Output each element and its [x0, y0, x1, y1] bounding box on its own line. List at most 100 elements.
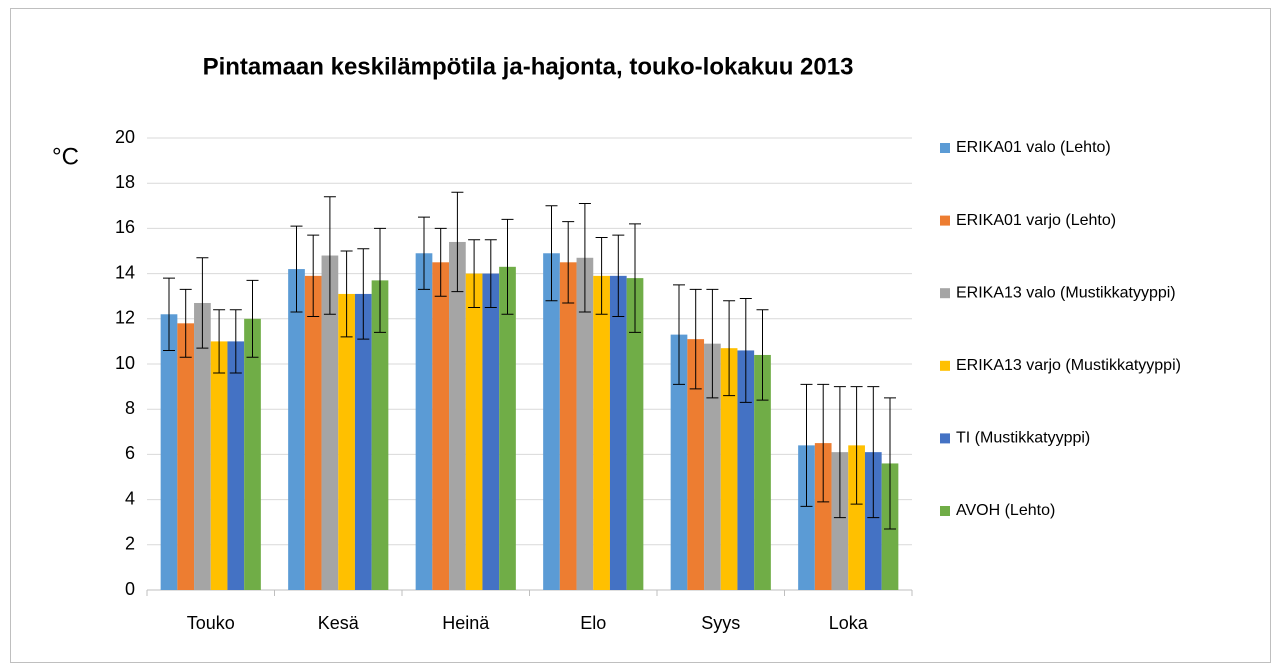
error-bar — [501, 218, 514, 315]
bar — [371, 280, 389, 590]
bar — [415, 253, 433, 590]
error-bar — [163, 277, 175, 351]
y-tick-label: 0 — [125, 579, 135, 599]
legend-swatch — [940, 215, 950, 226]
error-bar — [545, 205, 558, 302]
bar — [798, 445, 815, 590]
error-bar — [340, 250, 353, 338]
error-bar — [629, 223, 641, 333]
error-bar — [357, 248, 370, 340]
error-bar — [418, 216, 430, 290]
error-bar — [739, 297, 752, 403]
error-bar — [689, 288, 702, 390]
bar — [626, 278, 644, 590]
y-tick-label: 16 — [115, 217, 135, 237]
error-bar — [179, 288, 192, 358]
bar — [499, 266, 516, 590]
error-bar — [307, 234, 320, 318]
bar — [449, 241, 466, 590]
y-tick-label: 14 — [115, 262, 135, 282]
error-bar — [578, 203, 591, 313]
error-bar — [434, 227, 447, 297]
x-tick-label: Loka — [829, 613, 869, 633]
error-bar — [673, 284, 685, 385]
error-bar — [884, 397, 896, 530]
error-bar — [374, 227, 386, 333]
x-tick-label: Heinä — [442, 613, 490, 633]
y-tick-label: 8 — [125, 398, 135, 418]
error-bar — [817, 383, 830, 503]
error-bar — [612, 234, 625, 318]
bar — [559, 262, 577, 590]
error-bar — [756, 309, 769, 401]
error-bar — [595, 236, 608, 315]
legend-label: ERIKA01 valo (Lehto) — [956, 139, 1111, 156]
bar — [354, 293, 372, 590]
bar — [160, 314, 178, 590]
error-bar — [800, 383, 813, 507]
error-bar — [213, 309, 226, 374]
y-tick-label: 4 — [125, 488, 135, 508]
bar — [338, 293, 355, 590]
error-bar — [850, 386, 863, 505]
bar — [321, 255, 339, 590]
legend-label: AVOH (Lehto) — [956, 502, 1055, 519]
chart-title: Pintamaan keskilämpötila ja-hajonta, tou… — [203, 53, 854, 80]
error-bar — [562, 221, 575, 304]
bar — [737, 350, 755, 590]
bar — [704, 343, 721, 590]
legend-swatch — [940, 433, 950, 444]
legend-label: ERIKA13 varjo (Mustikkatyyppi) — [956, 357, 1181, 374]
legend-swatch — [940, 360, 950, 371]
bar — [831, 452, 849, 590]
error-bar — [196, 257, 209, 349]
bar — [754, 354, 771, 590]
bar — [864, 452, 882, 590]
bar — [227, 341, 245, 590]
bar — [482, 273, 500, 590]
bar — [593, 275, 610, 590]
y-tick-label: 2 — [125, 534, 135, 554]
error-bar — [484, 239, 497, 308]
error-bar — [229, 309, 242, 374]
bar — [465, 273, 483, 590]
legend-swatch — [940, 143, 950, 153]
error-bar — [706, 288, 719, 399]
legend-label: TI (Mustikkatyyppi) — [956, 430, 1090, 447]
y-tick-label: 18 — [115, 172, 135, 192]
bar — [543, 253, 560, 590]
error-bar — [723, 300, 736, 397]
error-bar — [833, 386, 846, 519]
error-bar — [246, 279, 259, 358]
x-tick-label: Touko — [187, 613, 235, 633]
bar — [720, 348, 738, 590]
legend-swatch — [940, 288, 950, 299]
bar — [814, 443, 832, 590]
y-axis-label: °C — [52, 143, 79, 170]
error-bar — [323, 196, 336, 315]
y-tick-label: 20 — [115, 127, 135, 147]
bar — [210, 341, 228, 590]
x-tick-label: Syys — [701, 613, 740, 633]
bar — [304, 275, 322, 590]
bar — [177, 323, 195, 590]
bar — [848, 445, 865, 590]
error-bar — [290, 225, 303, 313]
legend-label: ERIKA13 valo (Mustikkatyyppi) — [956, 284, 1176, 301]
y-tick-label: 12 — [115, 308, 135, 328]
x-tick-label: Elo — [580, 613, 606, 633]
bar — [687, 339, 705, 590]
bar — [194, 302, 211, 590]
error-bar — [468, 239, 481, 308]
bar — [609, 275, 627, 590]
error-bar — [451, 191, 464, 293]
bar — [244, 318, 261, 590]
legend-label: ERIKA01 varjo (Lehto) — [956, 212, 1116, 229]
bar — [288, 269, 305, 590]
y-tick-label: 6 — [125, 443, 135, 463]
x-tick-label: Kesä — [318, 613, 360, 633]
bar — [576, 257, 594, 590]
error-bar — [867, 386, 880, 519]
